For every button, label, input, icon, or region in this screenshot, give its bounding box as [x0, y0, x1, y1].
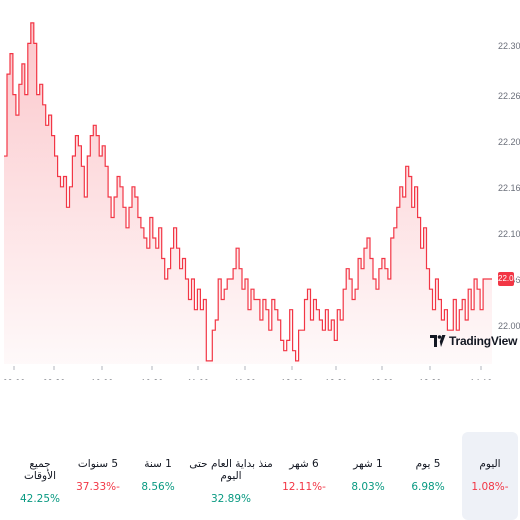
- tradingview-logo[interactable]: TradingView: [430, 334, 517, 348]
- x-axis-tick-label: 10:00: [91, 378, 114, 380]
- period-today[interactable]: اليوم 1.08%-: [462, 432, 518, 520]
- period-label: 5 يوم: [415, 458, 441, 470]
- x-axis-tick-label: 11:00: [187, 378, 209, 380]
- x-axis-tick-label: 13:00: [371, 378, 394, 380]
- x-axis-tick-label: 12:00: [281, 378, 304, 380]
- period-change: 42.25%: [19, 493, 61, 505]
- last-price-tag: 22.06: [498, 271, 518, 286]
- x-axis-tick-label: 11:30: [234, 378, 256, 380]
- x-axis-tick-label: 12:31: [325, 378, 348, 380]
- performance-periods: جميع الأوقات 42.25% 5 سنوات 37.33%- 1 سن…: [0, 432, 520, 520]
- period-ytd[interactable]: منذ بداية العام حتى اليوم 32.89%: [186, 432, 276, 520]
- period-label: 1 شهر: [353, 458, 383, 470]
- y-axis-tick-label: 22.26: [498, 91, 520, 101]
- period-label: 1 سنة: [144, 458, 172, 470]
- price-line: [4, 22, 492, 362]
- y-axis-tick-label: 22.20: [498, 137, 520, 147]
- period-change: 8.56%: [141, 481, 175, 493]
- y-axis-tick-label: 22.00: [498, 321, 520, 331]
- y-axis-tick-label: 22.30: [498, 41, 520, 51]
- y-axis-tick-label: 22.16: [498, 183, 520, 193]
- tradingview-wordmark: TradingView: [449, 334, 518, 348]
- tradingview-mark-icon: [430, 335, 446, 347]
- period-change: 32.89%: [210, 493, 252, 505]
- x-axis-tick-label: 13:30: [419, 378, 442, 380]
- period-6-months[interactable]: 6 شهر 12.11%-: [276, 432, 332, 520]
- period-1-month[interactable]: 1 شهر 8.03%: [340, 432, 396, 520]
- period-label: منذ بداية العام حتى اليوم: [189, 458, 273, 482]
- x-axis-tick-label: 09:00: [3, 378, 26, 380]
- period-all-time[interactable]: جميع الأوقات 42.25%: [12, 432, 68, 520]
- period-change: 6.98%: [411, 481, 445, 493]
- x-axis-tick-label: 14:10: [470, 378, 493, 380]
- period-1-year[interactable]: 1 سنة 8.56%: [130, 432, 186, 520]
- period-change: 1.08%-: [471, 481, 509, 493]
- period-label: جميع الأوقات: [23, 458, 57, 482]
- chart-canvas[interactable]: 22.30 22.26 22.20 22.16 22.10 22.06 22.00 09:00…: [0, 0, 520, 380]
- period-change: 12.11%-: [282, 481, 326, 493]
- y-axis-tick-label: 22.10: [498, 229, 520, 239]
- period-change: 37.33%-: [76, 481, 120, 493]
- period-label: 6 شهر: [289, 458, 319, 470]
- price-area-fill: [4, 22, 492, 365]
- period-label: 5 سنوات: [77, 458, 119, 470]
- period-change: 8.03%: [351, 481, 385, 493]
- period-label: اليوم: [479, 458, 501, 470]
- price-chart[interactable]: 22.30 22.26 22.20 22.16 22.10 22.06 22.00 09:00…: [0, 0, 520, 380]
- x-axis-tick-label: 09:30: [43, 378, 66, 380]
- x-axis-tick-label: 10:30: [141, 378, 164, 380]
- period-5-days[interactable]: 5 يوم 6.98%: [400, 432, 456, 520]
- period-5-years[interactable]: 5 سنوات 37.33%-: [70, 432, 126, 520]
